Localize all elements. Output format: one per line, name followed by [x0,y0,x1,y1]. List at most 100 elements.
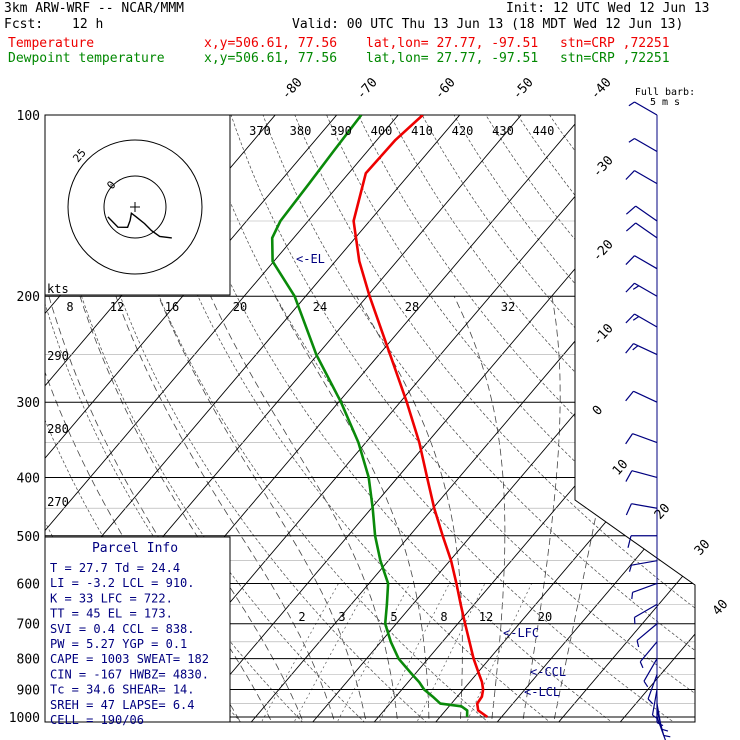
temperature-station: stn=CRP ,72251 [560,36,670,51]
isotherm [182,115,695,722]
wind-barb [635,205,658,222]
wind-barb-flag [632,316,640,321]
theta-label: 290 [47,349,69,363]
hodograph-speed-label: 8 [66,300,73,314]
wind-barb-flag [625,503,632,516]
wind-barb-flag [625,390,634,402]
lfc-label: <-LFC [503,626,539,640]
dry-adiabat [665,115,695,722]
wind-barb [634,170,658,185]
pressure-label: 400 [17,471,40,486]
wind-barb-flag [663,734,671,738]
hodograph: 250 [44,114,231,296]
moist-adiabat [115,296,338,722]
forecast-label: Fcst: [4,17,44,32]
dewpoint-latlon: lat,lon= 27.77, -97.51 [366,51,539,66]
isotherm-label: -30 [590,153,617,180]
moist-adiabat [158,296,369,722]
mixing-ratio-label: 20 [538,610,552,624]
isotherm-label: 0 [590,403,606,419]
parcel-row: CELL = 190/06 [50,713,144,727]
mixing-ratio-line [332,583,411,722]
barb-legend-title: Full barb: [635,87,695,98]
hodograph-ring-inner [103,175,167,239]
hodograph-speed-label: 32 [501,300,515,314]
hodograph-ring-outer [67,139,203,275]
isotherm-label: -70 [354,75,381,102]
dry-adiabat [257,115,695,722]
wind-barb [651,689,658,716]
wind-barb [634,255,658,270]
parcel-row: Tc = 34.6 SHEAR= 14. [50,683,195,697]
theta-label: 430 [492,124,514,138]
isotherm [244,115,695,722]
wind-barb-flag [625,470,633,482]
isotherm-label: -10 [590,321,617,348]
wind-barb [634,313,658,328]
wind-barb [633,343,658,356]
pressure-label: 100 [17,109,40,124]
wind-barb [634,138,658,153]
wind-barb [631,560,658,566]
wind-barbs [625,101,671,740]
dry-adiabat [69,115,436,722]
pressure-label: 800 [17,653,40,668]
theta-label: 420 [452,124,474,138]
mixing-ratio-label: 12 [479,610,493,624]
ccl-label: <-CCL [530,665,566,679]
wind-barb-flag [652,714,659,720]
dry-adiabat [383,115,695,722]
pressure-label: 500 [17,530,40,545]
dry-adiabat [446,115,695,722]
parcel-row: SVI = 0.4 CCL = 838. [50,622,195,636]
forecast-hour: 12 h [72,17,104,32]
dry-adiabat [634,115,695,722]
isotherm-label: 20 [652,501,674,523]
isotherm-label: -20 [590,237,617,264]
dry-adiabat [195,115,685,722]
wind-barb [634,603,658,618]
wind-barb-flag [632,345,639,351]
pressure-label: 900 [17,683,40,698]
pressure-label: 300 [17,396,40,411]
isotherm-label: -60 [432,75,459,102]
dry-adiabat [163,115,623,722]
wind-barb-flag [625,433,634,445]
temperature-latlon: lat,lon= 27.77, -97.51 [366,36,539,51]
parcel-info-box: Parcel Info T = 27.7 Td = 24.4LI = -3.2 L… [44,536,231,727]
theta-label: 280 [47,422,69,436]
wind-barb-flag [643,680,649,688]
wind-barb [632,433,658,444]
dry-adiabat [226,115,695,722]
parcel-row: CIN = -167 HWBZ= 4830. [50,667,209,681]
isotherm-label: -80 [279,75,306,102]
wind-barb-flag [647,698,654,705]
theta-label: 380 [290,124,312,138]
isotherm-label: -50 [510,75,537,102]
mixing-ratio-label: 2 [298,610,305,624]
theta-label: 270 [47,495,69,509]
parcel-row: TT = 45 EL = 173. [50,607,173,621]
parcel-title: Parcel Info [92,541,178,556]
wind-barb [647,674,658,700]
wind-barb-flag [625,222,637,232]
theta-label: 370 [249,124,271,138]
moist-adiabat [453,296,506,722]
pressure-label: 200 [17,290,40,305]
isotherm [490,115,695,722]
lcl-label: <-LCL [524,685,560,699]
hodograph-box [44,114,231,296]
mixing-ratio-line [256,583,339,722]
wind-barb-flag [625,282,635,293]
isotherm [428,115,695,722]
hodograph-speed-label: 20 [233,300,247,314]
parcel-row: K = 33 LFC = 722. [50,591,173,605]
hodograph-speed-label: 12 [110,300,124,314]
isotherm [45,115,361,722]
mixing-ratio-line [289,583,370,722]
wind-barb [634,282,658,297]
wind-barb-flag [631,592,634,600]
parcel-row: CAPE = 1003 SWEAT= 182 [50,652,209,666]
